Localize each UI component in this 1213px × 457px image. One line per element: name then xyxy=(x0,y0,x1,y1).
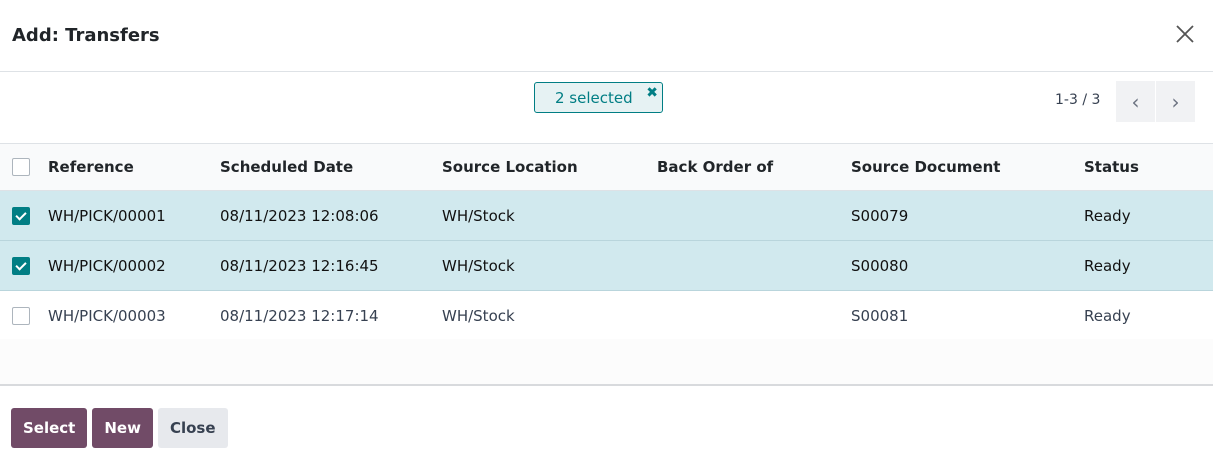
column-header[interactable]: Source Location xyxy=(442,143,657,191)
table-cell xyxy=(657,240,851,291)
table-cell: WH/Stock xyxy=(442,240,657,291)
row-checkbox[interactable] xyxy=(12,206,30,225)
column-header[interactable]: Back Order of xyxy=(657,143,851,191)
table-cell xyxy=(657,290,851,341)
close-button[interactable]: Close xyxy=(157,408,228,448)
column-header[interactable]: Scheduled Date xyxy=(220,143,442,191)
column-header[interactable]: Reference xyxy=(48,143,220,191)
chevron-right-icon: › xyxy=(1171,89,1180,114)
selection-filter-chip[interactable]: 2 selected ✖ xyxy=(534,82,663,113)
table-cell: S00079 xyxy=(851,190,1084,241)
select-button[interactable]: Select xyxy=(11,408,88,448)
table-cell: S00080 xyxy=(851,240,1084,291)
select-all-checkbox[interactable] xyxy=(12,158,30,177)
row-select-cell[interactable] xyxy=(0,190,48,241)
table-cell: S00081 xyxy=(851,290,1084,341)
column-header[interactable]: Source Document xyxy=(851,143,1084,191)
row-checkbox[interactable] xyxy=(12,306,30,325)
new-button[interactable]: New xyxy=(92,408,153,448)
table-cell: WH/Stock xyxy=(442,190,657,241)
table-cell: WH/Stock xyxy=(442,290,657,341)
pager-next-button[interactable]: › xyxy=(1156,81,1195,122)
table-cell xyxy=(657,190,851,241)
close-icon[interactable] xyxy=(1173,22,1197,46)
empty-table-area xyxy=(0,339,1213,386)
select-all-header[interactable] xyxy=(0,143,48,191)
transfers-table: Reference Scheduled Date Source Location… xyxy=(0,143,1213,341)
dialog-footer: Select New Close xyxy=(11,408,228,448)
chevron-left-icon: ‹ xyxy=(1131,89,1140,114)
table-cell: WH/PICK/00003 xyxy=(48,290,220,341)
dialog-header: Add: Transfers xyxy=(0,0,1213,72)
table-cell: WH/PICK/00001 xyxy=(48,190,220,241)
row-select-cell[interactable] xyxy=(0,290,48,341)
table-cell: 08/11/2023 12:16:45 xyxy=(220,240,442,291)
table-cell: 08/11/2023 12:17:14 xyxy=(220,290,442,341)
pager-value[interactable]: 1-3 / 3 xyxy=(1055,92,1101,108)
table-cell: 08/11/2023 12:08:06 xyxy=(220,190,442,241)
table-row[interactable]: WH/PICK/00003 08/11/2023 12:17:14 WH/Stock… xyxy=(0,290,1213,341)
table-cell: Ready xyxy=(1084,240,1213,291)
table-cell: Ready xyxy=(1084,290,1213,341)
column-header[interactable]: Status xyxy=(1084,143,1213,191)
row-checkbox[interactable] xyxy=(12,256,30,275)
table-row[interactable]: WH/PICK/00001 08/11/2023 12:08:06 WH/Stock… xyxy=(0,190,1213,241)
close-icon[interactable]: ✖ xyxy=(646,85,658,101)
table-cell: Ready xyxy=(1084,190,1213,241)
chip-label: 2 selected xyxy=(555,88,633,107)
dialog-title: Add: Transfers xyxy=(12,25,160,46)
table-row[interactable]: WH/PICK/00002 08/11/2023 12:16:45 WH/Stock… xyxy=(0,240,1213,291)
row-select-cell[interactable] xyxy=(0,240,48,291)
pager-previous-button[interactable]: ‹ xyxy=(1116,81,1155,122)
table-cell: WH/PICK/00002 xyxy=(48,240,220,291)
